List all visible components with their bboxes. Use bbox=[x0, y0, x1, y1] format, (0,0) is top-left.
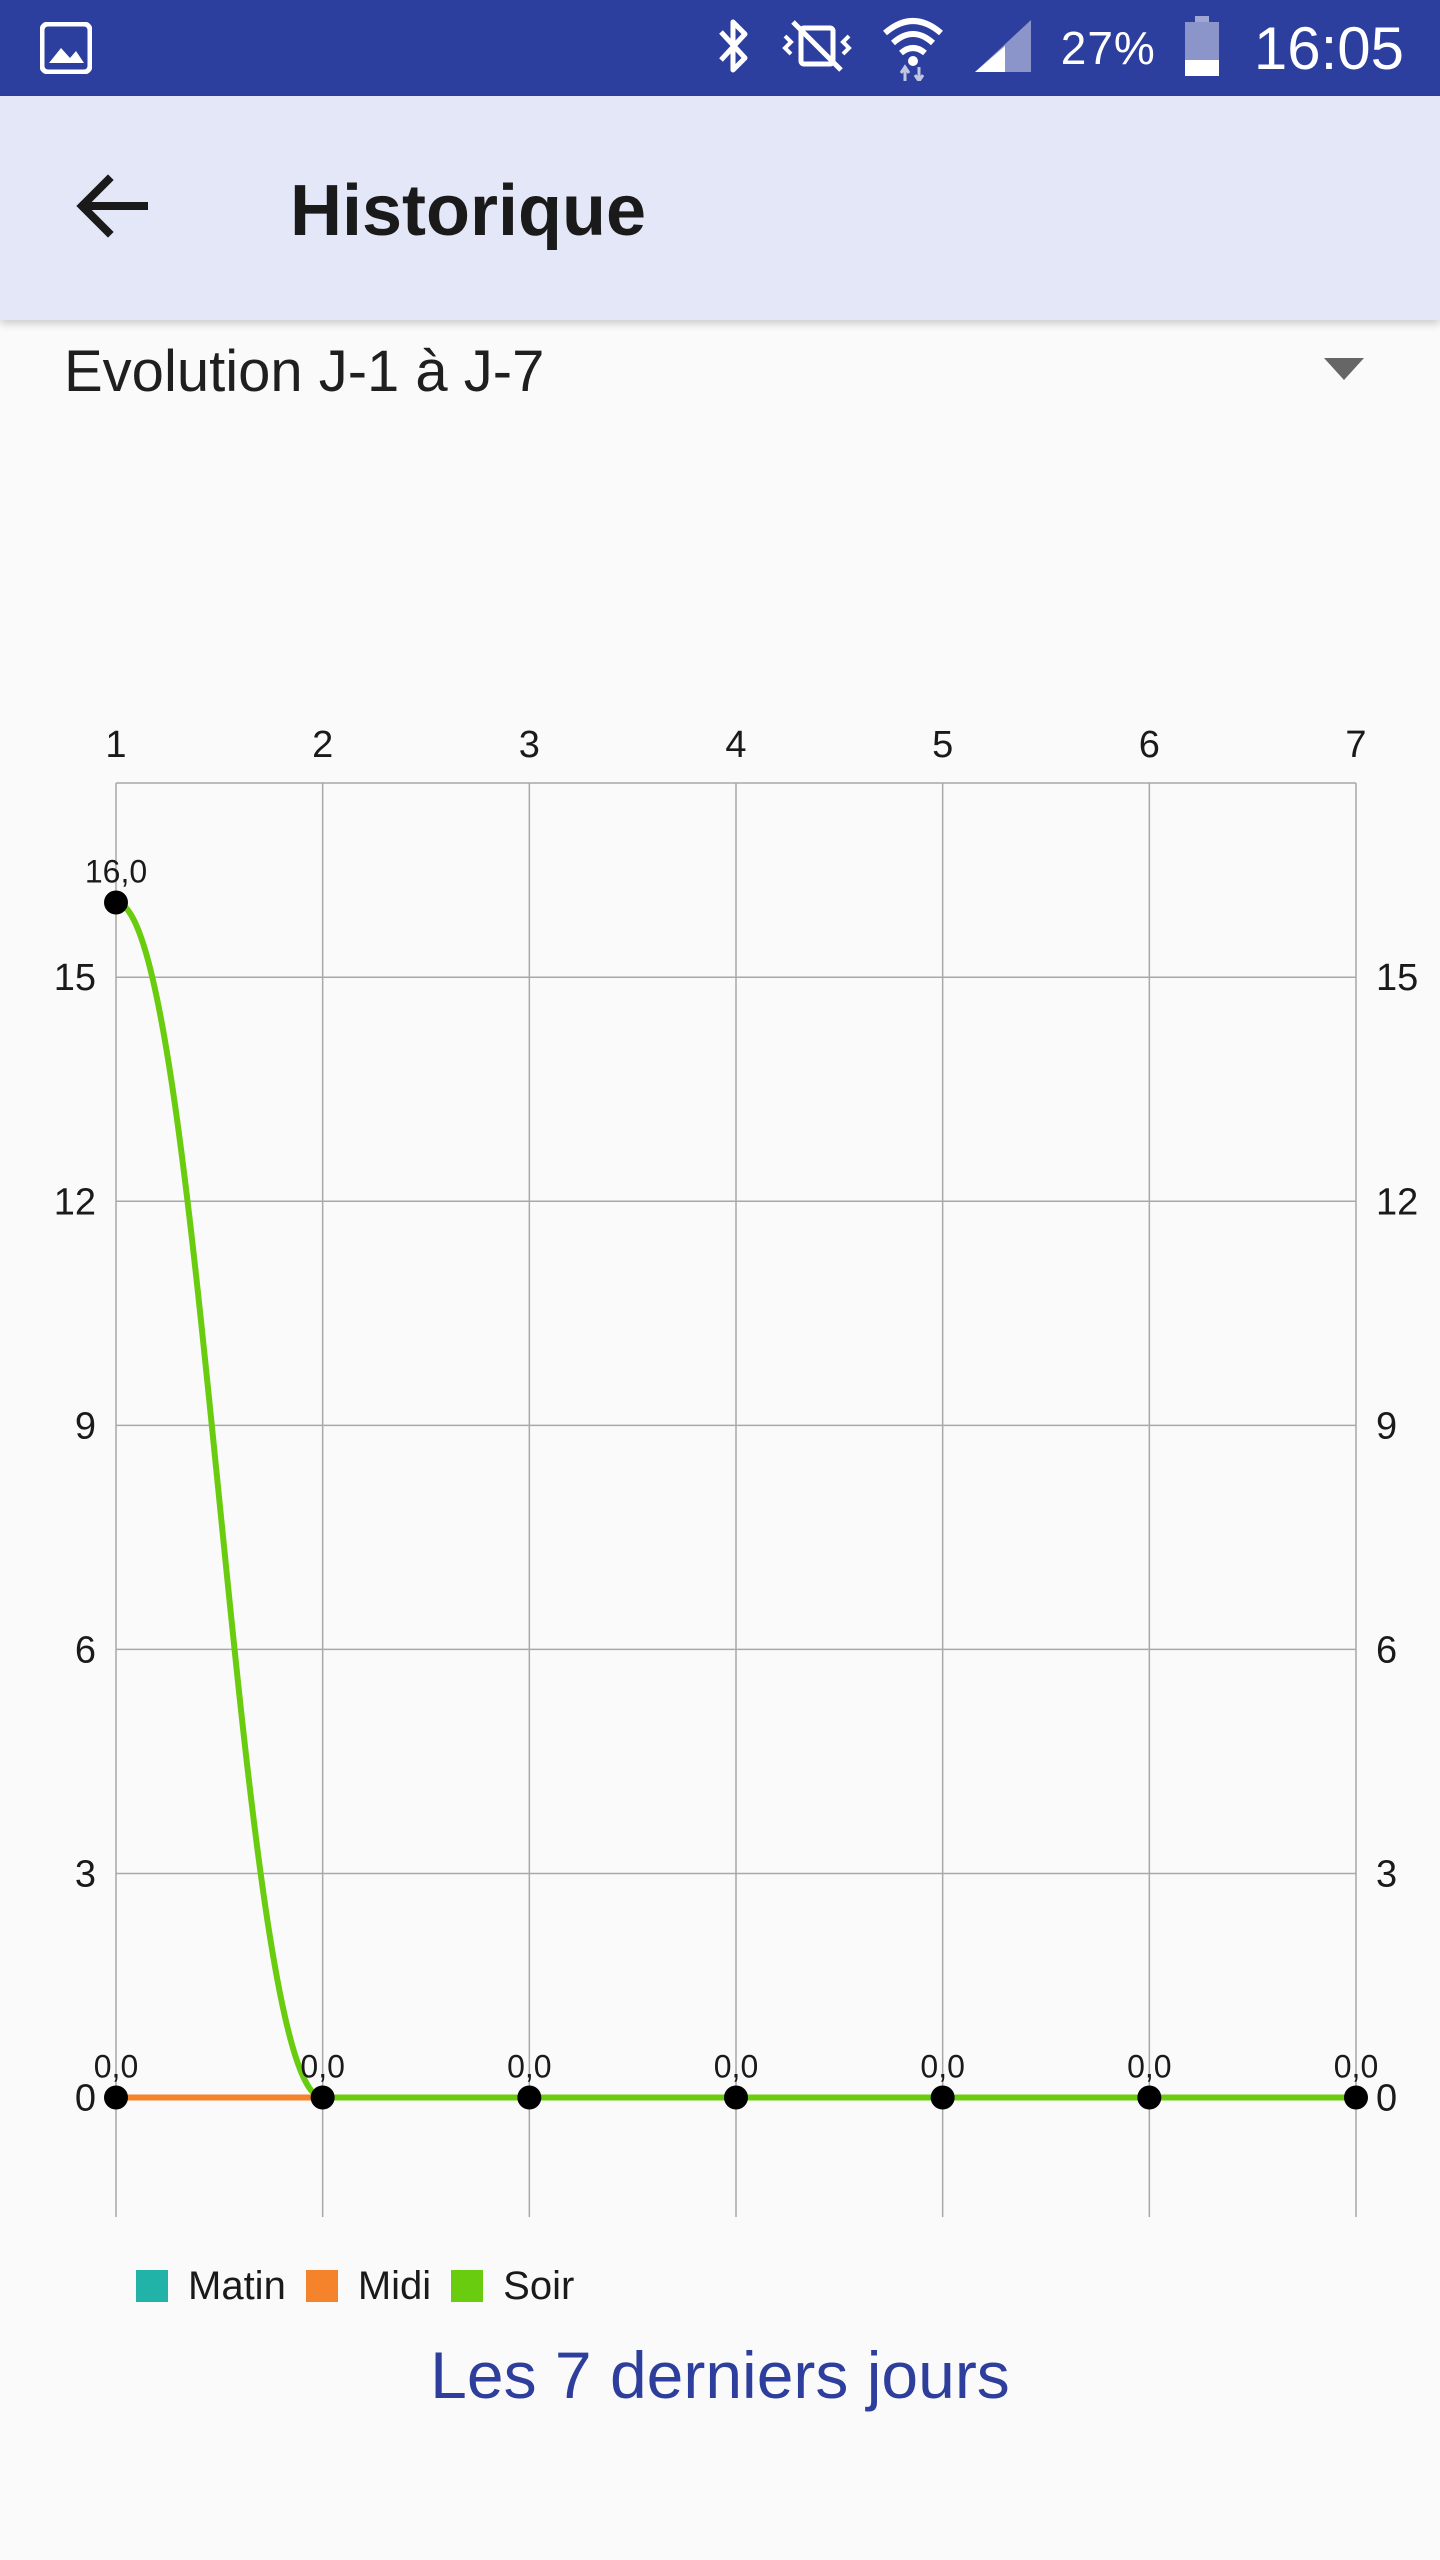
chart-legend: Matin Midi Soir bbox=[136, 2258, 574, 2314]
history-chart: 1 2 3 4 5 6 7 0 0 3 3 6 6 9 9 12 12 15 15 16,0 0,0 0,0 0,0 0,0 0… bbox=[0, 700, 1440, 2280]
x-tick-label: 7 bbox=[1345, 724, 1366, 766]
y-tick-label-left: 12 bbox=[54, 1181, 96, 1223]
gallery-icon bbox=[39, 21, 93, 75]
x-tick-label: 6 bbox=[1139, 724, 1160, 766]
y-tick-label-right: 3 bbox=[1376, 1853, 1397, 1895]
legend-swatch-soir bbox=[451, 2270, 484, 2302]
y-tick-label-right: 9 bbox=[1376, 1405, 1397, 1447]
data-point bbox=[310, 2085, 335, 2110]
legend-item-matin: Matin bbox=[136, 2264, 286, 2309]
y-tick-label-left: 0 bbox=[75, 2078, 96, 2120]
period-dropdown[interactable]: Evolution J-1 à J-7 bbox=[0, 320, 1440, 430]
page-title: Historique bbox=[290, 171, 647, 251]
y-tick-label-right: 0 bbox=[1376, 2078, 1397, 2120]
wifi-icon bbox=[881, 11, 945, 86]
legend-label-midi: Midi bbox=[357, 2263, 432, 2308]
y-tick-label-right: 15 bbox=[1376, 957, 1418, 999]
arrow-left-icon bbox=[76, 173, 150, 243]
data-label: 0,0 bbox=[300, 2049, 344, 2085]
legend-item-soir: Soir bbox=[451, 2264, 574, 2309]
x-tick-label: 4 bbox=[725, 724, 746, 766]
app-bar: Historique bbox=[0, 96, 1440, 320]
data-label: 0,0 bbox=[714, 2049, 758, 2085]
x-tick-label: 2 bbox=[312, 724, 333, 766]
data-label: 0,0 bbox=[507, 2049, 551, 2085]
legend-swatch-midi bbox=[305, 2270, 338, 2302]
legend-label-soir: Soir bbox=[503, 2263, 575, 2308]
legend-label-matin: Matin bbox=[188, 2263, 286, 2308]
status-time: 16:05 bbox=[1253, 14, 1404, 82]
x-tick-label: 1 bbox=[105, 724, 126, 766]
x-tick-label: 3 bbox=[519, 724, 540, 766]
y-tick-label-left: 3 bbox=[75, 1853, 96, 1895]
data-label: 0,0 bbox=[1334, 2049, 1378, 2085]
data-point bbox=[1344, 2085, 1368, 2110]
back-button[interactable] bbox=[64, 160, 160, 256]
data-label: 0,0 bbox=[94, 2049, 138, 2085]
data-label: 0,0 bbox=[1127, 2049, 1171, 2085]
y-tick-label-left: 9 bbox=[75, 1405, 96, 1447]
y-tick-label-right: 6 bbox=[1376, 1629, 1397, 1671]
bluetooth-icon bbox=[713, 16, 753, 81]
data-point-peak bbox=[104, 890, 128, 915]
data-point bbox=[724, 2085, 748, 2110]
data-label: 16,0 bbox=[85, 854, 147, 890]
legend-item-midi: Midi bbox=[305, 2263, 432, 2309]
x-tick-label: 5 bbox=[932, 724, 953, 766]
battery-icon bbox=[1182, 14, 1222, 83]
legend-swatch-matin bbox=[136, 2270, 168, 2302]
y-tick-label-left: 15 bbox=[54, 957, 96, 999]
series-line-soir bbox=[115, 899, 1356, 2101]
dropdown-selected-value: Evolution J-1 à J-7 bbox=[64, 339, 545, 404]
signal-icon bbox=[971, 16, 1035, 81]
data-point bbox=[517, 2085, 542, 2110]
caret-down-icon bbox=[1324, 358, 1364, 382]
data-point bbox=[1137, 2085, 1162, 2110]
y-tick-label-left: 6 bbox=[75, 1629, 96, 1671]
y-tick-label-right: 12 bbox=[1376, 1181, 1418, 1223]
status-bar: 27% 16:05 bbox=[0, 0, 1440, 96]
chart-caption: Les 7 derniers jours bbox=[430, 2338, 1010, 2412]
data-point bbox=[104, 2085, 128, 2110]
data-point bbox=[930, 2085, 955, 2110]
battery-percent: 27% bbox=[1060, 22, 1156, 74]
data-label: 0,0 bbox=[920, 2049, 964, 2085]
vibrate-off-icon bbox=[779, 16, 855, 81]
